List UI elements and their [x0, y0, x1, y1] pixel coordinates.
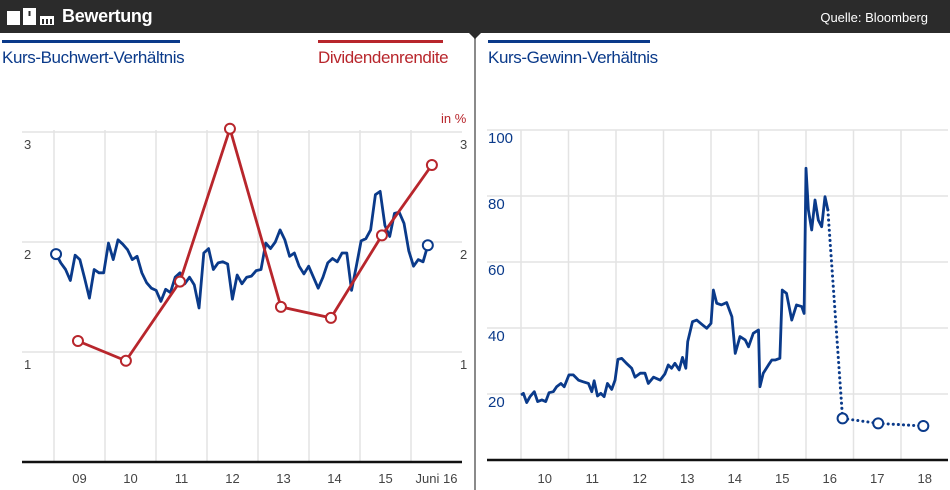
kbv-line	[54, 189, 430, 310]
dividend-point	[71, 335, 84, 347]
legend-bar-dividend	[318, 40, 443, 43]
x-tick-label: Juni 16	[416, 471, 458, 486]
dividend-point	[223, 122, 236, 135]
x-tick-label: 11	[175, 471, 189, 486]
kbv-endpoint	[50, 248, 63, 261]
divider-notch	[469, 33, 481, 39]
dividend-point	[324, 311, 337, 324]
x-tick-label: 10	[123, 471, 137, 486]
y-tick-left: 2	[24, 247, 31, 262]
kgv-forecast-point	[872, 417, 885, 430]
x-tick-label: 13	[680, 471, 694, 486]
page-title: Bewertung	[62, 6, 153, 26]
x-tick-label: 16	[823, 471, 837, 486]
x-tick-label: 10	[538, 471, 552, 486]
x-tick-label: 14	[728, 471, 742, 486]
y-tick-label: 80	[488, 196, 505, 213]
x-tick-label: 12	[633, 471, 647, 486]
kgv-forecast-line	[826, 208, 925, 428]
kgv-forecast-point	[917, 420, 930, 433]
legend-kbv: Kurs-Buchwert-Verhältnis	[2, 48, 185, 67]
dividend-point	[119, 354, 132, 367]
legend-kgv: Kurs-Gewinn-Verhältnis	[488, 48, 658, 67]
y-tick-label: 20	[488, 394, 505, 411]
x-tick-label: 11	[586, 471, 600, 486]
y-tick-right: 1	[460, 357, 467, 372]
dividend-line	[77, 123, 434, 363]
header-bar: Bewertung Quelle: Bloomberg	[0, 0, 950, 33]
x-tick-label: 14	[327, 471, 341, 486]
unit-label: in %	[441, 111, 467, 126]
legend-bar-kbv	[2, 40, 180, 43]
x-tick-label: 15	[775, 471, 789, 486]
dividend-point	[173, 275, 186, 288]
y-tick-right: 3	[460, 137, 467, 152]
x-tick-label: 12	[225, 471, 239, 486]
x-tick-label: 17	[870, 471, 884, 486]
y-tick-right: 2	[460, 247, 467, 262]
x-tick-label: 09	[72, 471, 86, 486]
dividend-point	[375, 229, 388, 242]
legend-bar-kgv	[488, 40, 650, 43]
source-label: Quelle: Bloomberg	[820, 10, 928, 25]
dividend-point	[274, 300, 287, 313]
dividend-point	[425, 159, 438, 171]
y-tick-left: 1	[24, 357, 31, 372]
kgv-line	[520, 166, 830, 404]
kgv-forecast-point	[836, 412, 849, 425]
y-tick-left: 3	[24, 137, 31, 152]
x-tick-label: 18	[918, 471, 932, 486]
bar-blocks-icon	[7, 8, 54, 25]
y-tick-label: 60	[488, 262, 505, 279]
x-tick-label: 13	[276, 471, 290, 486]
kbv-endpoint	[421, 239, 434, 252]
y-tick-label: 100	[488, 130, 513, 147]
x-tick-label: 15	[378, 471, 392, 486]
legend-dividend: Dividendenrendite	[318, 48, 449, 67]
y-tick-label: 40	[488, 328, 505, 345]
